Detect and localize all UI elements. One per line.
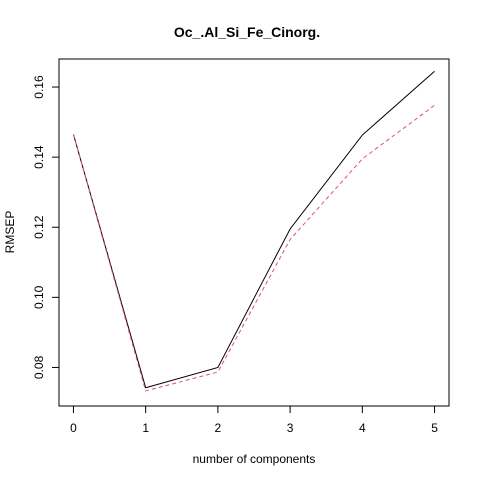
series-line-solid xyxy=(72,70,435,389)
y-tick-label: 0.08 xyxy=(32,355,46,379)
x-tick-label: 3 xyxy=(287,421,294,435)
series-line-dashed xyxy=(72,104,435,392)
series-group xyxy=(72,70,435,392)
chart-title: Oc_.Al_Si_Fe_Cinorg. xyxy=(174,24,320,40)
x-axis-label: number of components xyxy=(193,452,316,466)
y-tick-label: 0.14 xyxy=(32,145,46,169)
y-axis-label: RMSEP xyxy=(3,211,17,254)
y-tick-label: 0.16 xyxy=(32,75,46,99)
x-tick-label: 4 xyxy=(359,421,366,435)
x-tick-label: 2 xyxy=(215,421,222,435)
x-tick-label: 5 xyxy=(431,421,438,435)
y-tick-label: 0.12 xyxy=(32,215,46,239)
x-tick-label: 1 xyxy=(142,421,149,435)
x-axis: 0 1 2 3 4 5 xyxy=(70,405,438,435)
y-axis: 0.08 0.10 0.12 0.14 0.16 xyxy=(32,75,60,379)
x-tick-label: 0 xyxy=(70,421,77,435)
y-tick-label: 0.10 xyxy=(32,285,46,309)
plot-frame xyxy=(58,58,450,407)
